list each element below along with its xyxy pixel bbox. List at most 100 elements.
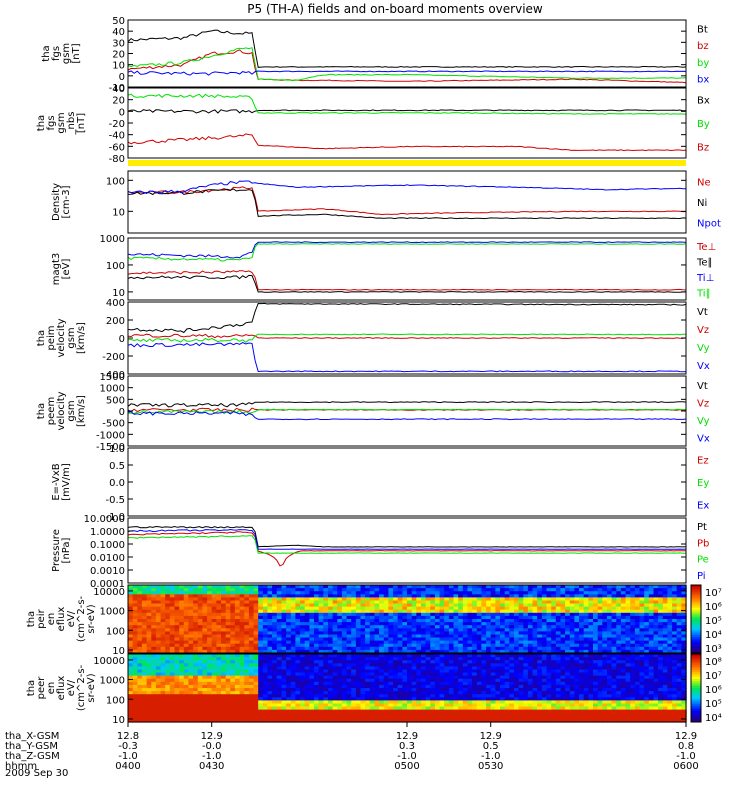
ytick-label-peem-velocity-5: -1000: [96, 430, 125, 441]
legend-temperature-2: Ti⊥: [696, 273, 714, 284]
legend-pressure-3: Pi: [697, 571, 706, 582]
legend-efield-1: Ey: [697, 478, 709, 489]
ytick-label-peir-spectrogram-1: 1000: [100, 607, 125, 618]
legend-efield-2: Ex: [697, 501, 709, 512]
series-line-temperature-3: [128, 244, 686, 261]
legend-fgs-0: Bt: [697, 24, 708, 35]
legend-fgs-1: bz: [697, 41, 709, 52]
ytick-label-peem-velocity-3: 0: [119, 407, 125, 418]
series-line-peim-velocity-0: [128, 303, 686, 332]
legend-peem-velocity-2: Vy: [697, 416, 710, 427]
ytick-label-peem-velocity-1: 1000: [100, 384, 125, 395]
ytick-label-density-0: 100: [106, 176, 125, 187]
legend-fgs-3: bx: [697, 75, 709, 86]
ytick-label-fgs-5: 0: [119, 72, 125, 83]
legend-fgs-pg-1: By: [697, 119, 710, 130]
ytick-label-pressure-3: 0.0100: [90, 553, 125, 564]
legend-fgs-pg-2: Bz: [697, 142, 709, 153]
series-line-density-0: [128, 187, 686, 215]
legend-temperature-0: Te⊥: [696, 242, 716, 253]
legend-peem-velocity-0: Vt: [697, 381, 708, 392]
series-line-peem-velocity-2: [128, 409, 686, 413]
frame-temperature: [128, 238, 686, 300]
series-line-peem-velocity-0: [128, 402, 686, 407]
frame-fgs-pg: [128, 88, 686, 158]
legend-peem-velocity-1: Vz: [697, 398, 709, 409]
frame-density: [128, 171, 686, 233]
legend-fgs-pg-0: Bx: [697, 96, 710, 107]
ytick-label-peim-velocity-3: -200: [102, 352, 125, 363]
ytick-label-fgs-1: 40: [112, 27, 125, 38]
ytick-label-fgs-pg-0: 40: [112, 84, 125, 95]
ylabel-density-1: [cm-3]: [61, 185, 72, 218]
legend-pressure-2: Pe: [697, 555, 709, 566]
ytick-label-efield-0: 1.0: [109, 444, 125, 455]
ytick-label-peim-velocity-1: 200: [106, 316, 125, 327]
plot-title: P5 (TH-A) fields and on-board moments ov…: [247, 2, 543, 16]
legend-efield-0: Ez: [697, 455, 709, 466]
ytick-label-peim-velocity-2: 0: [119, 334, 125, 345]
legend-peim-velocity-2: Vy: [697, 343, 710, 354]
colorbar-label-peir-spectrogram-2: 10⁵: [705, 616, 722, 627]
ylabel-efield-1: [mV/m]: [61, 463, 72, 501]
legend-density-2: Npot: [697, 219, 721, 230]
legend-peem-velocity-3: Vx: [697, 433, 710, 444]
ytick-label-fgs-pg-2: 0: [119, 107, 125, 118]
ylabel-peem-velocity-4: [km/s]: [76, 395, 87, 427]
series-line-fgs-0: [128, 30, 686, 67]
separator-bar: [128, 160, 686, 166]
ytick-label-peem-velocity-4: -500: [102, 419, 125, 430]
series-line-density-2: [128, 181, 686, 193]
ytick-label-fgs-pg-1: 20: [112, 96, 125, 107]
colorbar-label-peir-spectrogram-4: 10³: [705, 644, 722, 655]
ylabel-fgs-3: [nT]: [71, 43, 82, 63]
legend-temperature-3: Ti∥: [696, 288, 711, 299]
ylabel-pressure-1: [nPa]: [61, 537, 72, 563]
ytick-label-fgs-pg-3: -20: [109, 119, 125, 130]
ylabel-peim-velocity-4: [km/s]: [76, 322, 87, 354]
ylabel-temperature-1: [eV]: [61, 259, 72, 280]
series-line-peem-velocity-3: [128, 412, 686, 420]
ytick-label-peem-velocity-2: 500: [106, 395, 125, 406]
legend-pressure-0: Pt: [697, 522, 707, 533]
ytick-label-peim-velocity-0: 400: [106, 298, 125, 309]
legend-density-0: Ne: [697, 177, 711, 188]
ytick-label-peir-spectrogram-0: 10000: [93, 587, 125, 598]
legend-fgs-2: by: [697, 58, 709, 69]
ylabel-fgs-pg-4: [nT]: [76, 113, 87, 133]
ytick-label-fgs-pg-4: -40: [109, 131, 125, 142]
frame-fgs: [128, 20, 686, 87]
legend-peim-velocity-0: Vt: [697, 307, 708, 318]
series-line-peim-velocity-3: [128, 343, 686, 372]
ytick-label-pressure-1: 1.0000: [90, 527, 125, 538]
ytick-label-peem-velocity-0: 1500: [100, 372, 125, 383]
colorbar-label-peir-spectrogram-3: 10⁴: [705, 630, 722, 641]
ytick-label-fgs-3: 20: [112, 50, 125, 61]
legend-peim-velocity-1: Vz: [697, 325, 709, 336]
ytick-label-fgs-4: 10: [112, 61, 125, 72]
colorbar-label-peir-spectrogram-0: 10⁷: [705, 588, 722, 599]
colorbar-label-peir-spectrogram-1: 10⁶: [705, 602, 722, 613]
ytick-label-pressure-0: 10.0000: [84, 514, 125, 525]
ytick-label-efield-3: -0.5: [105, 495, 125, 506]
ytick-label-peir-spectrogram-2: 100: [106, 626, 125, 637]
panel-pressure: PtPbPePi10.00001.00000.10000.01000.00100…: [51, 514, 709, 590]
series-line-fgs-pg-2: [128, 134, 686, 151]
ytick-label-pressure-4: 0.0010: [90, 566, 125, 577]
ytick-label-fgs-2: 30: [112, 38, 125, 49]
ytick-label-density-1: 10: [112, 207, 125, 218]
ytick-label-efield-2: 0.0: [109, 478, 125, 489]
ytick-label-pressure-2: 0.1000: [90, 540, 125, 551]
legend-temperature-1: Te∥: [696, 257, 713, 268]
series-line-temperature-0: [128, 271, 686, 290]
